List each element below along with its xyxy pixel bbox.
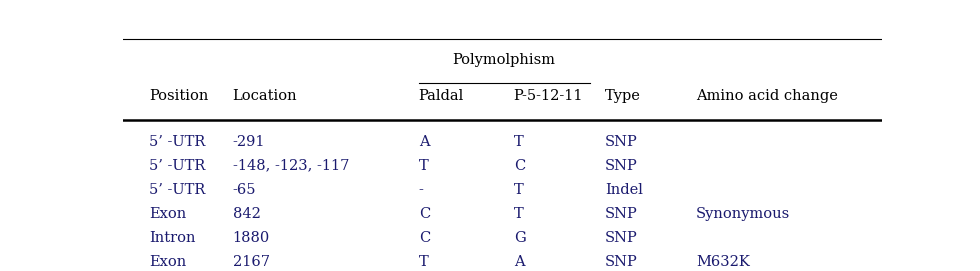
Text: C: C: [418, 207, 430, 221]
Text: Exon: Exon: [149, 255, 186, 269]
Text: SNP: SNP: [605, 255, 638, 269]
Text: Synonymous: Synonymous: [696, 207, 790, 221]
Text: -: -: [418, 183, 423, 197]
Text: Polymolphism: Polymolphism: [453, 53, 556, 67]
Text: T: T: [418, 255, 428, 269]
Text: A: A: [418, 135, 429, 149]
Text: SNP: SNP: [605, 231, 638, 245]
Text: Position: Position: [149, 89, 209, 103]
Text: SNP: SNP: [605, 159, 638, 173]
Text: Indel: Indel: [605, 183, 643, 197]
Text: 1880: 1880: [232, 231, 270, 245]
Text: -291: -291: [232, 135, 266, 149]
Text: M632K: M632K: [696, 255, 750, 269]
Text: Paldal: Paldal: [418, 89, 464, 103]
Text: 5’ -UTR: 5’ -UTR: [149, 135, 206, 149]
Text: T: T: [514, 135, 523, 149]
Text: T: T: [418, 159, 428, 173]
Text: SNP: SNP: [605, 135, 638, 149]
Text: C: C: [514, 159, 525, 173]
Text: Location: Location: [232, 89, 297, 103]
Text: P-5-12-11: P-5-12-11: [514, 89, 583, 103]
Text: G: G: [514, 231, 525, 245]
Text: Intron: Intron: [149, 231, 196, 245]
Text: C: C: [418, 231, 430, 245]
Text: A: A: [514, 255, 524, 269]
Text: Exon: Exon: [149, 207, 186, 221]
Text: 5’ -UTR: 5’ -UTR: [149, 183, 206, 197]
Text: T: T: [514, 207, 523, 221]
Text: Type: Type: [605, 89, 641, 103]
Text: SNP: SNP: [605, 207, 638, 221]
Text: -148, -123, -117: -148, -123, -117: [232, 159, 349, 173]
Text: Amino acid change: Amino acid change: [696, 89, 838, 103]
Text: T: T: [514, 183, 523, 197]
Text: 5’ -UTR: 5’ -UTR: [149, 159, 206, 173]
Text: -65: -65: [232, 183, 256, 197]
Text: 2167: 2167: [232, 255, 270, 269]
Text: 842: 842: [232, 207, 261, 221]
